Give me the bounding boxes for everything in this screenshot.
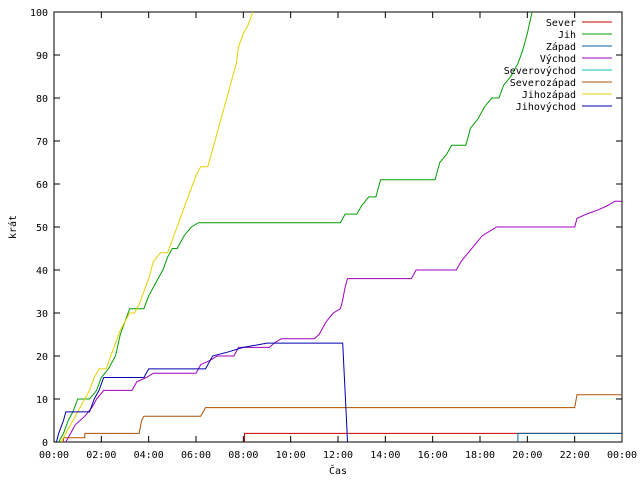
- y-tick-label: 20: [36, 352, 48, 363]
- y-tick-label: 50: [36, 223, 48, 234]
- series-line-2: [517, 432, 622, 442]
- legend-label: Jihovýchod: [516, 101, 576, 113]
- x-tick-label: 02:00: [86, 450, 116, 461]
- x-tick-label: 08:00: [228, 450, 258, 461]
- y-axis-label: krát: [7, 215, 19, 239]
- x-tick-label: 06:00: [181, 450, 211, 461]
- x-tick-label: 10:00: [276, 450, 306, 461]
- series-line-1: [58, 11, 533, 443]
- legend-label: Severozápad: [510, 77, 576, 89]
- series-line-0: [244, 432, 622, 442]
- series-layer: [55, 11, 622, 443]
- legend-label: Jihozápad: [522, 89, 576, 101]
- series-line-7: [55, 342, 348, 443]
- x-tick-label: 18:00: [465, 450, 495, 461]
- legend: SeverJihZápadVýchodSeverovýchodSeverozáp…: [504, 18, 612, 113]
- x-tick-label: 00:00: [607, 450, 637, 461]
- y-tick-label: 40: [36, 266, 48, 277]
- legend-label: Sever: [546, 18, 576, 29]
- y-tick-label: 30: [36, 309, 48, 320]
- y-tick-label: 70: [36, 137, 48, 148]
- y-tick-label: 60: [36, 180, 48, 191]
- y-tick-label: 100: [30, 8, 48, 19]
- x-tick-label: 16:00: [418, 450, 448, 461]
- x-tick-label: 12:00: [323, 450, 353, 461]
- legend-label: Severovýchod: [504, 65, 576, 77]
- y-tick-label: 80: [36, 94, 48, 105]
- legend-label: Jih: [558, 30, 576, 41]
- y-tick-label: 0: [42, 438, 48, 449]
- series-line-3: [65, 200, 622, 443]
- legend-label: Východ: [540, 53, 576, 65]
- x-tick-label: 00:00: [39, 450, 69, 461]
- y-tick-label: 10: [36, 395, 48, 406]
- series-line-6: [60, 11, 254, 443]
- x-tick-label: 14:00: [370, 450, 400, 461]
- legend-label: Západ: [546, 41, 576, 53]
- y-tick-label: 90: [36, 51, 48, 62]
- ticks-layer: 00:00 02:00 04:00 06:00 08:00 10:00 12:00 14:00…: [30, 8, 637, 461]
- x-tick-label: 04:00: [134, 450, 164, 461]
- x-axis-label: Čas: [329, 464, 347, 477]
- series-line-5: [63, 394, 622, 442]
- x-tick-label: 22:00: [560, 450, 590, 461]
- x-tick-label: 20:00: [512, 450, 542, 461]
